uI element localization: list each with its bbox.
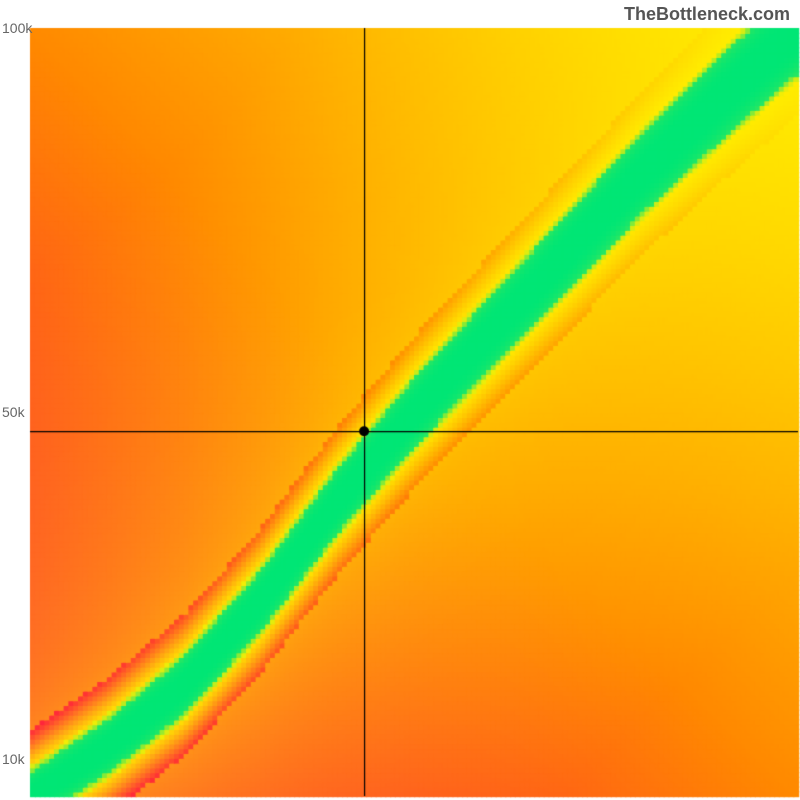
- y-tick-label: 50k: [2, 404, 25, 420]
- chart-stage: TheBottleneck.com 100k 50k 10k: [0, 0, 800, 800]
- attribution-label: TheBottleneck.com: [624, 4, 790, 25]
- y-tick-label: 100k: [2, 20, 32, 36]
- plot-canvas-wrap: [0, 0, 800, 800]
- heatmap-canvas: [0, 0, 800, 800]
- y-tick-label: 10k: [2, 751, 25, 767]
